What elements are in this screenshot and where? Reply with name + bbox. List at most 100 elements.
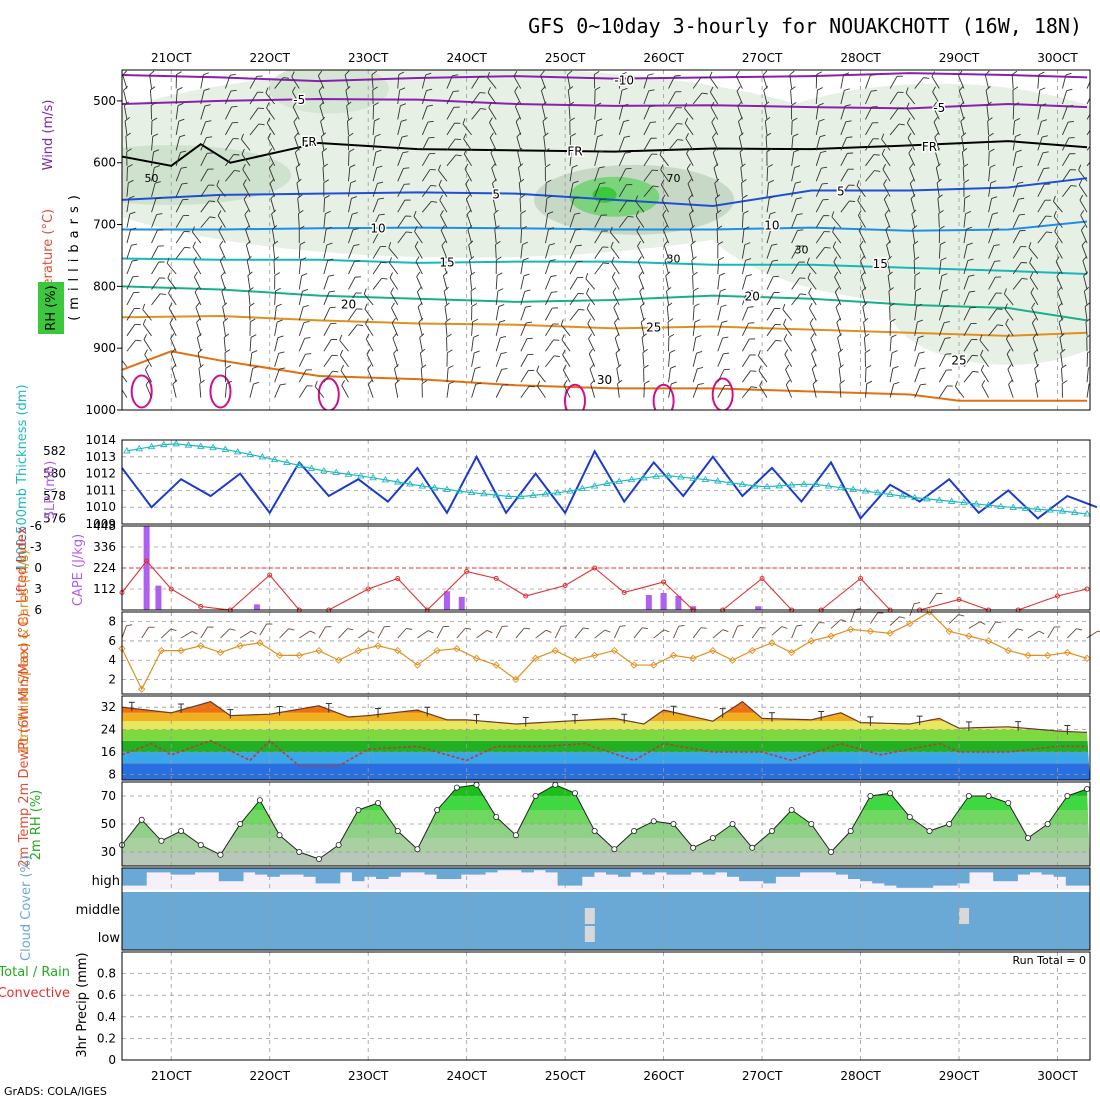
rh-tick: 70	[101, 789, 116, 803]
barb-staff	[865, 138, 874, 151]
barb-flag	[232, 122, 239, 124]
wind-barb	[544, 148, 550, 166]
high-cloud-bar	[727, 868, 740, 877]
wind-barb	[151, 133, 159, 151]
barb-flag	[242, 163, 246, 170]
barb-staff	[810, 622, 820, 634]
barb-flag	[274, 272, 281, 276]
wind-barb	[594, 262, 610, 275]
wind-barb	[791, 181, 802, 197]
wind-barb	[421, 136, 435, 151]
wind-barb	[963, 242, 973, 259]
barb-flag	[207, 626, 214, 628]
barb-flag	[962, 148, 968, 153]
barb-staff	[298, 369, 307, 383]
high-cloud-bar	[593, 868, 607, 873]
barb-flag	[908, 148, 913, 154]
barb-flag	[356, 308, 363, 310]
wind-barb	[123, 85, 128, 105]
barb-flag	[221, 286, 227, 292]
slp-marker	[726, 478, 734, 486]
barb-flag	[222, 302, 228, 307]
rh-shade	[122, 145, 292, 206]
barb-flag	[766, 148, 773, 153]
barb-staff	[245, 229, 251, 244]
barb-staff	[938, 306, 944, 321]
wind-barb	[936, 178, 942, 197]
barb-flag	[154, 181, 161, 184]
wind-barb	[914, 367, 926, 383]
barb-flag	[455, 138, 462, 140]
barb-staff	[688, 198, 694, 213]
barb-flag	[649, 105, 656, 108]
wind-barb	[471, 334, 479, 352]
barb-flag	[475, 382, 482, 385]
wind-barb	[938, 210, 944, 228]
barb-flag	[116, 350, 122, 355]
wind-barb-10m	[417, 630, 434, 639]
barb-flag	[809, 318, 814, 324]
wind-barb	[690, 240, 696, 259]
barb-staff	[963, 260, 969, 275]
barb-staff	[470, 290, 473, 305]
lifted-marker	[1055, 593, 1061, 599]
barb-flag	[246, 256, 252, 261]
barb-staff	[168, 308, 177, 321]
barb-flag	[468, 240, 474, 246]
barb-staff	[716, 229, 719, 244]
barb-staff	[245, 244, 251, 259]
top-date-tick: 27OCT	[742, 51, 783, 65]
slp-marker	[984, 501, 993, 508]
barb-flag	[835, 302, 841, 308]
barb-flag	[1057, 302, 1063, 308]
wind-barb	[367, 364, 374, 383]
barb-staff	[298, 291, 303, 306]
barb-staff	[594, 136, 598, 151]
wind-barb	[271, 209, 277, 228]
high-cloud-bar	[739, 868, 752, 882]
barb-flag	[785, 364, 790, 370]
barb-staff	[905, 92, 916, 105]
wind-barb	[298, 257, 307, 275]
wind-barb	[660, 164, 669, 182]
wind-barb	[323, 226, 332, 244]
wind-barb	[224, 105, 238, 120]
barb-flag	[821, 166, 828, 169]
wind-barb	[421, 169, 436, 182]
barb-staff	[348, 214, 353, 228]
barb-staff	[686, 168, 694, 182]
barb-flag	[768, 179, 774, 184]
barb-staff	[865, 106, 873, 120]
barb-flag	[968, 274, 975, 277]
cape-bar	[253, 604, 260, 610]
barb-staff	[372, 198, 379, 213]
wind-barb	[166, 257, 177, 275]
barb-flag	[258, 123, 265, 126]
slp-marker	[295, 461, 304, 468]
wind-barb	[709, 86, 719, 105]
wind-barb	[471, 366, 481, 383]
barb-staff	[590, 384, 596, 398]
barb-staff	[175, 121, 180, 135]
bottom-date-tick: 23OCT	[348, 1069, 389, 1083]
barb-flag	[492, 178, 497, 184]
barb-staff	[365, 323, 374, 337]
wind-barb	[569, 244, 582, 259]
wind-tick: 6	[108, 634, 116, 648]
barb-staff	[126, 213, 131, 228]
slp-marker	[320, 467, 328, 474]
barb-flag	[890, 318, 896, 323]
barb-flag	[807, 272, 811, 279]
barb-flag	[275, 287, 281, 292]
slp-marker	[590, 482, 599, 489]
barb-flag	[128, 195, 135, 199]
barb-staff	[495, 275, 498, 290]
slp-marker	[947, 497, 956, 504]
barb-flag	[306, 369, 312, 371]
barb-staff	[297, 198, 300, 213]
barb-staff	[569, 167, 573, 182]
high-cloud-bar	[751, 868, 764, 882]
barb-flag	[541, 101, 547, 107]
barb-flag	[526, 337, 533, 340]
wind-barb	[195, 302, 202, 321]
